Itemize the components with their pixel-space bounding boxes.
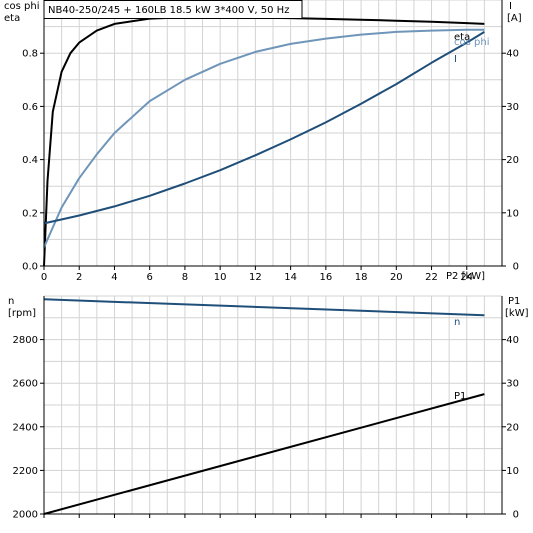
- right-tick-label: 30: [506, 102, 519, 113]
- x-tick-label: 2: [76, 272, 82, 283]
- left-tick-label: 0.8: [22, 49, 38, 60]
- right-tick-label: 30: [506, 379, 519, 390]
- series-label-eta: eta: [454, 32, 470, 43]
- x-tick-label: 20: [390, 272, 403, 283]
- bottom-right-axis-label-1: P1: [508, 296, 520, 307]
- top-left-axis-label-2: eta: [4, 13, 20, 24]
- top-panel-grid: [43, 0, 503, 267]
- x-tick-label: 4: [111, 272, 117, 283]
- bottom-panel-grid: [43, 295, 503, 515]
- top-right-axis-label-1: I: [509, 1, 512, 12]
- bottom-left-axis-label-2: [rpm]: [8, 308, 36, 319]
- right-tick-label: 40: [506, 335, 519, 346]
- top-left-axis-label-1: cos phi: [4, 1, 39, 12]
- top-panel-lines: [43, 16, 485, 267]
- x-tick-label: 6: [147, 272, 153, 283]
- top-panel-axes: [40, 0, 506, 270]
- x-axis-label: P2 [kW]: [446, 271, 485, 282]
- series-line-p1: [43, 393, 485, 515]
- right-tick-label: 0: [513, 510, 519, 521]
- series-label-P1: P1: [454, 391, 466, 402]
- series-label-I: I: [454, 54, 457, 65]
- left-tick-label: 0.0: [22, 262, 38, 273]
- x-tick-label: 10: [214, 272, 227, 283]
- bottom-panel-labels: 2000 2200 2400 2600 2800 0 10 20 30 40: [13, 335, 519, 520]
- x-tick-label: 0: [41, 272, 47, 283]
- series-label-n: n: [454, 317, 460, 328]
- series-line-eta: [43, 16, 485, 267]
- series-line-i: [43, 31, 485, 225]
- left-tick-label: 2600: [13, 379, 38, 390]
- bottom-panel-lines: [43, 298, 485, 515]
- x-tick-label: 24: [460, 272, 473, 283]
- right-tick-label: 10: [506, 466, 519, 477]
- chart-title: NB40-250/245 + 160LB 18.5 kW 3*400 V, 50…: [48, 5, 289, 16]
- right-tick-label: 20: [506, 155, 519, 166]
- top-right-axis-label-2: [A]: [507, 13, 522, 24]
- x-tick-label: 14: [284, 272, 297, 283]
- right-tick-label: 0: [513, 262, 519, 273]
- right-tick-label: 20: [506, 422, 519, 433]
- left-tick-label: 0.4: [22, 155, 38, 166]
- x-tick-label: 12: [249, 272, 262, 283]
- bottom-left-axis-label-1: n: [8, 296, 14, 307]
- left-tick-label: 0.6: [22, 102, 38, 113]
- right-tick-label: 10: [506, 208, 519, 219]
- left-tick-label: 0.2: [22, 208, 38, 219]
- x-tick-label: 16: [319, 272, 332, 283]
- title-box: [43, 0, 303, 19]
- bottom-panel-axes: [40, 296, 506, 518]
- left-tick-label: 2400: [13, 422, 38, 433]
- left-tick-label: 2200: [13, 466, 38, 477]
- bottom-right-axis-label-2: [kW]: [505, 308, 529, 319]
- series-line-cos-phi: [43, 28, 485, 248]
- series-line-n: [43, 298, 485, 317]
- series-label-cos-phi: cos phi: [454, 37, 489, 48]
- left-tick-label: 2000: [13, 510, 38, 521]
- right-tick-label: 40: [506, 49, 519, 60]
- left-tick-label: 2800: [13, 335, 38, 346]
- x-tick-label: 8: [182, 272, 188, 283]
- x-tick-label: 18: [355, 272, 368, 283]
- x-tick-label: 22: [425, 272, 438, 283]
